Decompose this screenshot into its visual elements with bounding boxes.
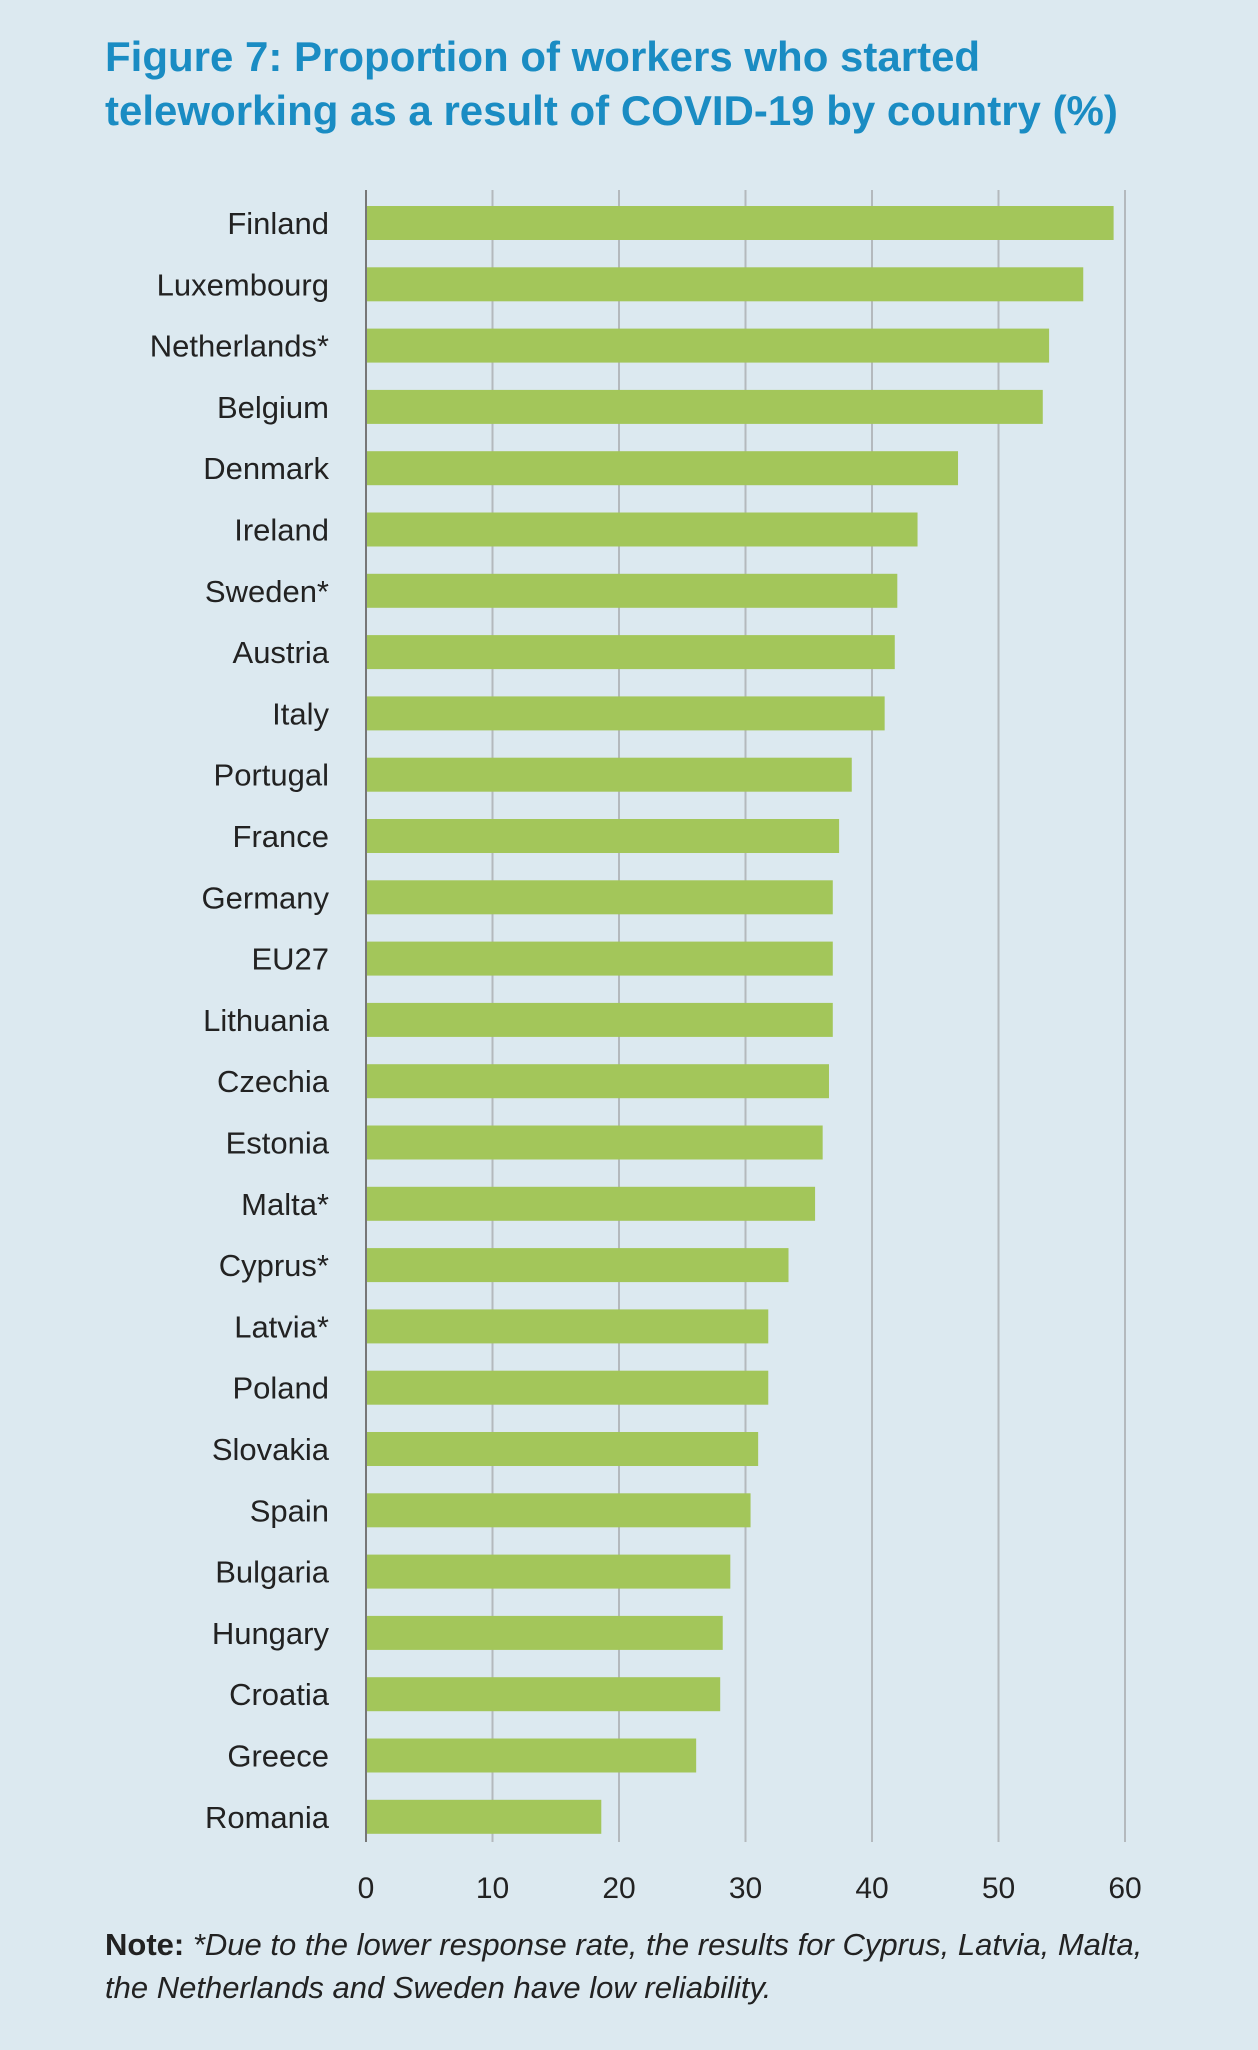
bar: [366, 941, 833, 976]
category-label: Latvia*: [234, 1309, 329, 1344]
bar: [366, 389, 1043, 424]
bar: [366, 267, 1084, 302]
bar: [366, 1309, 769, 1344]
bar: [366, 819, 840, 853]
chart-note: Note: *Due to the lower response rate, t…: [105, 1923, 1185, 2009]
x-tick-label: 20: [602, 1872, 635, 1900]
bar: [366, 1064, 829, 1099]
chart-title: Figure 7: Proportion of workers who star…: [105, 33, 1118, 134]
category-label: Spain: [250, 1493, 329, 1528]
x-tick-label: 0: [358, 1872, 375, 1900]
category-label: France: [233, 819, 329, 854]
category-labels: Finland Luxembourg Netherlands* Belgium Denm…: [150, 206, 330, 1835]
category-label: Finland: [227, 206, 329, 241]
category-label: Estonia: [226, 1126, 330, 1161]
bar: [366, 1738, 697, 1773]
bar: [366, 1554, 731, 1589]
bar: [366, 1370, 769, 1405]
bar: [366, 1432, 759, 1466]
bar: [366, 1002, 833, 1037]
category-label: Italy: [272, 696, 329, 731]
category-label: Slovakia: [212, 1432, 330, 1467]
note-label: Note:: [105, 1927, 185, 1962]
category-label: Germany: [202, 880, 330, 915]
x-tick-label: 40: [855, 1872, 888, 1900]
category-label: Hungary: [212, 1616, 330, 1651]
category-label: Romania: [205, 1800, 330, 1835]
category-label: Sweden*: [205, 574, 329, 609]
bar: [366, 512, 918, 547]
category-label: Malta*: [241, 1187, 329, 1222]
category-label: Croatia: [229, 1677, 330, 1712]
bar: [366, 1248, 789, 1283]
category-label: EU27: [251, 942, 329, 977]
bar: [366, 328, 1050, 363]
bar: [366, 696, 885, 731]
category-label: Bulgaria: [215, 1555, 329, 1590]
x-tick-label: 10: [476, 1872, 509, 1900]
bar: [366, 635, 895, 670]
category-label: Cyprus*: [219, 1248, 329, 1283]
bar: [366, 1677, 721, 1712]
category-label: Czechia: [217, 1064, 330, 1099]
category-label: Ireland: [234, 513, 329, 548]
bar: [366, 206, 1114, 240]
category-label: Austria: [233, 635, 330, 670]
bar: [366, 573, 898, 608]
bar: [366, 880, 833, 915]
x-tick-label: 50: [982, 1872, 1015, 1900]
bar: [366, 1493, 751, 1528]
category-label: Lithuania: [203, 1003, 330, 1038]
category-label: Portugal: [214, 758, 329, 793]
x-tick-label: 60: [1108, 1872, 1141, 1900]
x-axis-ticks: 0 10 20 30 40 50 60: [358, 1872, 1142, 1900]
bar: [366, 1799, 602, 1834]
category-label: Poland: [232, 1371, 329, 1406]
bar: [366, 757, 852, 792]
x-tick-label: 30: [729, 1872, 762, 1900]
category-label: Greece: [227, 1739, 329, 1774]
note-text: *Due to the lower response rate, the res…: [105, 1927, 1143, 2005]
category-label: Netherlands*: [150, 329, 329, 364]
bar-chart: Finland Luxembourg Netherlands* Belgium Denm…: [150, 190, 1142, 1900]
bar: [366, 451, 959, 486]
bars: [366, 206, 1114, 1834]
category-label: Luxembourg: [157, 267, 329, 302]
category-label: Denmark: [203, 451, 329, 486]
bar: [366, 1186, 816, 1221]
bar: [366, 1125, 823, 1160]
bar: [366, 1615, 723, 1650]
category-label: Belgium: [217, 390, 329, 425]
